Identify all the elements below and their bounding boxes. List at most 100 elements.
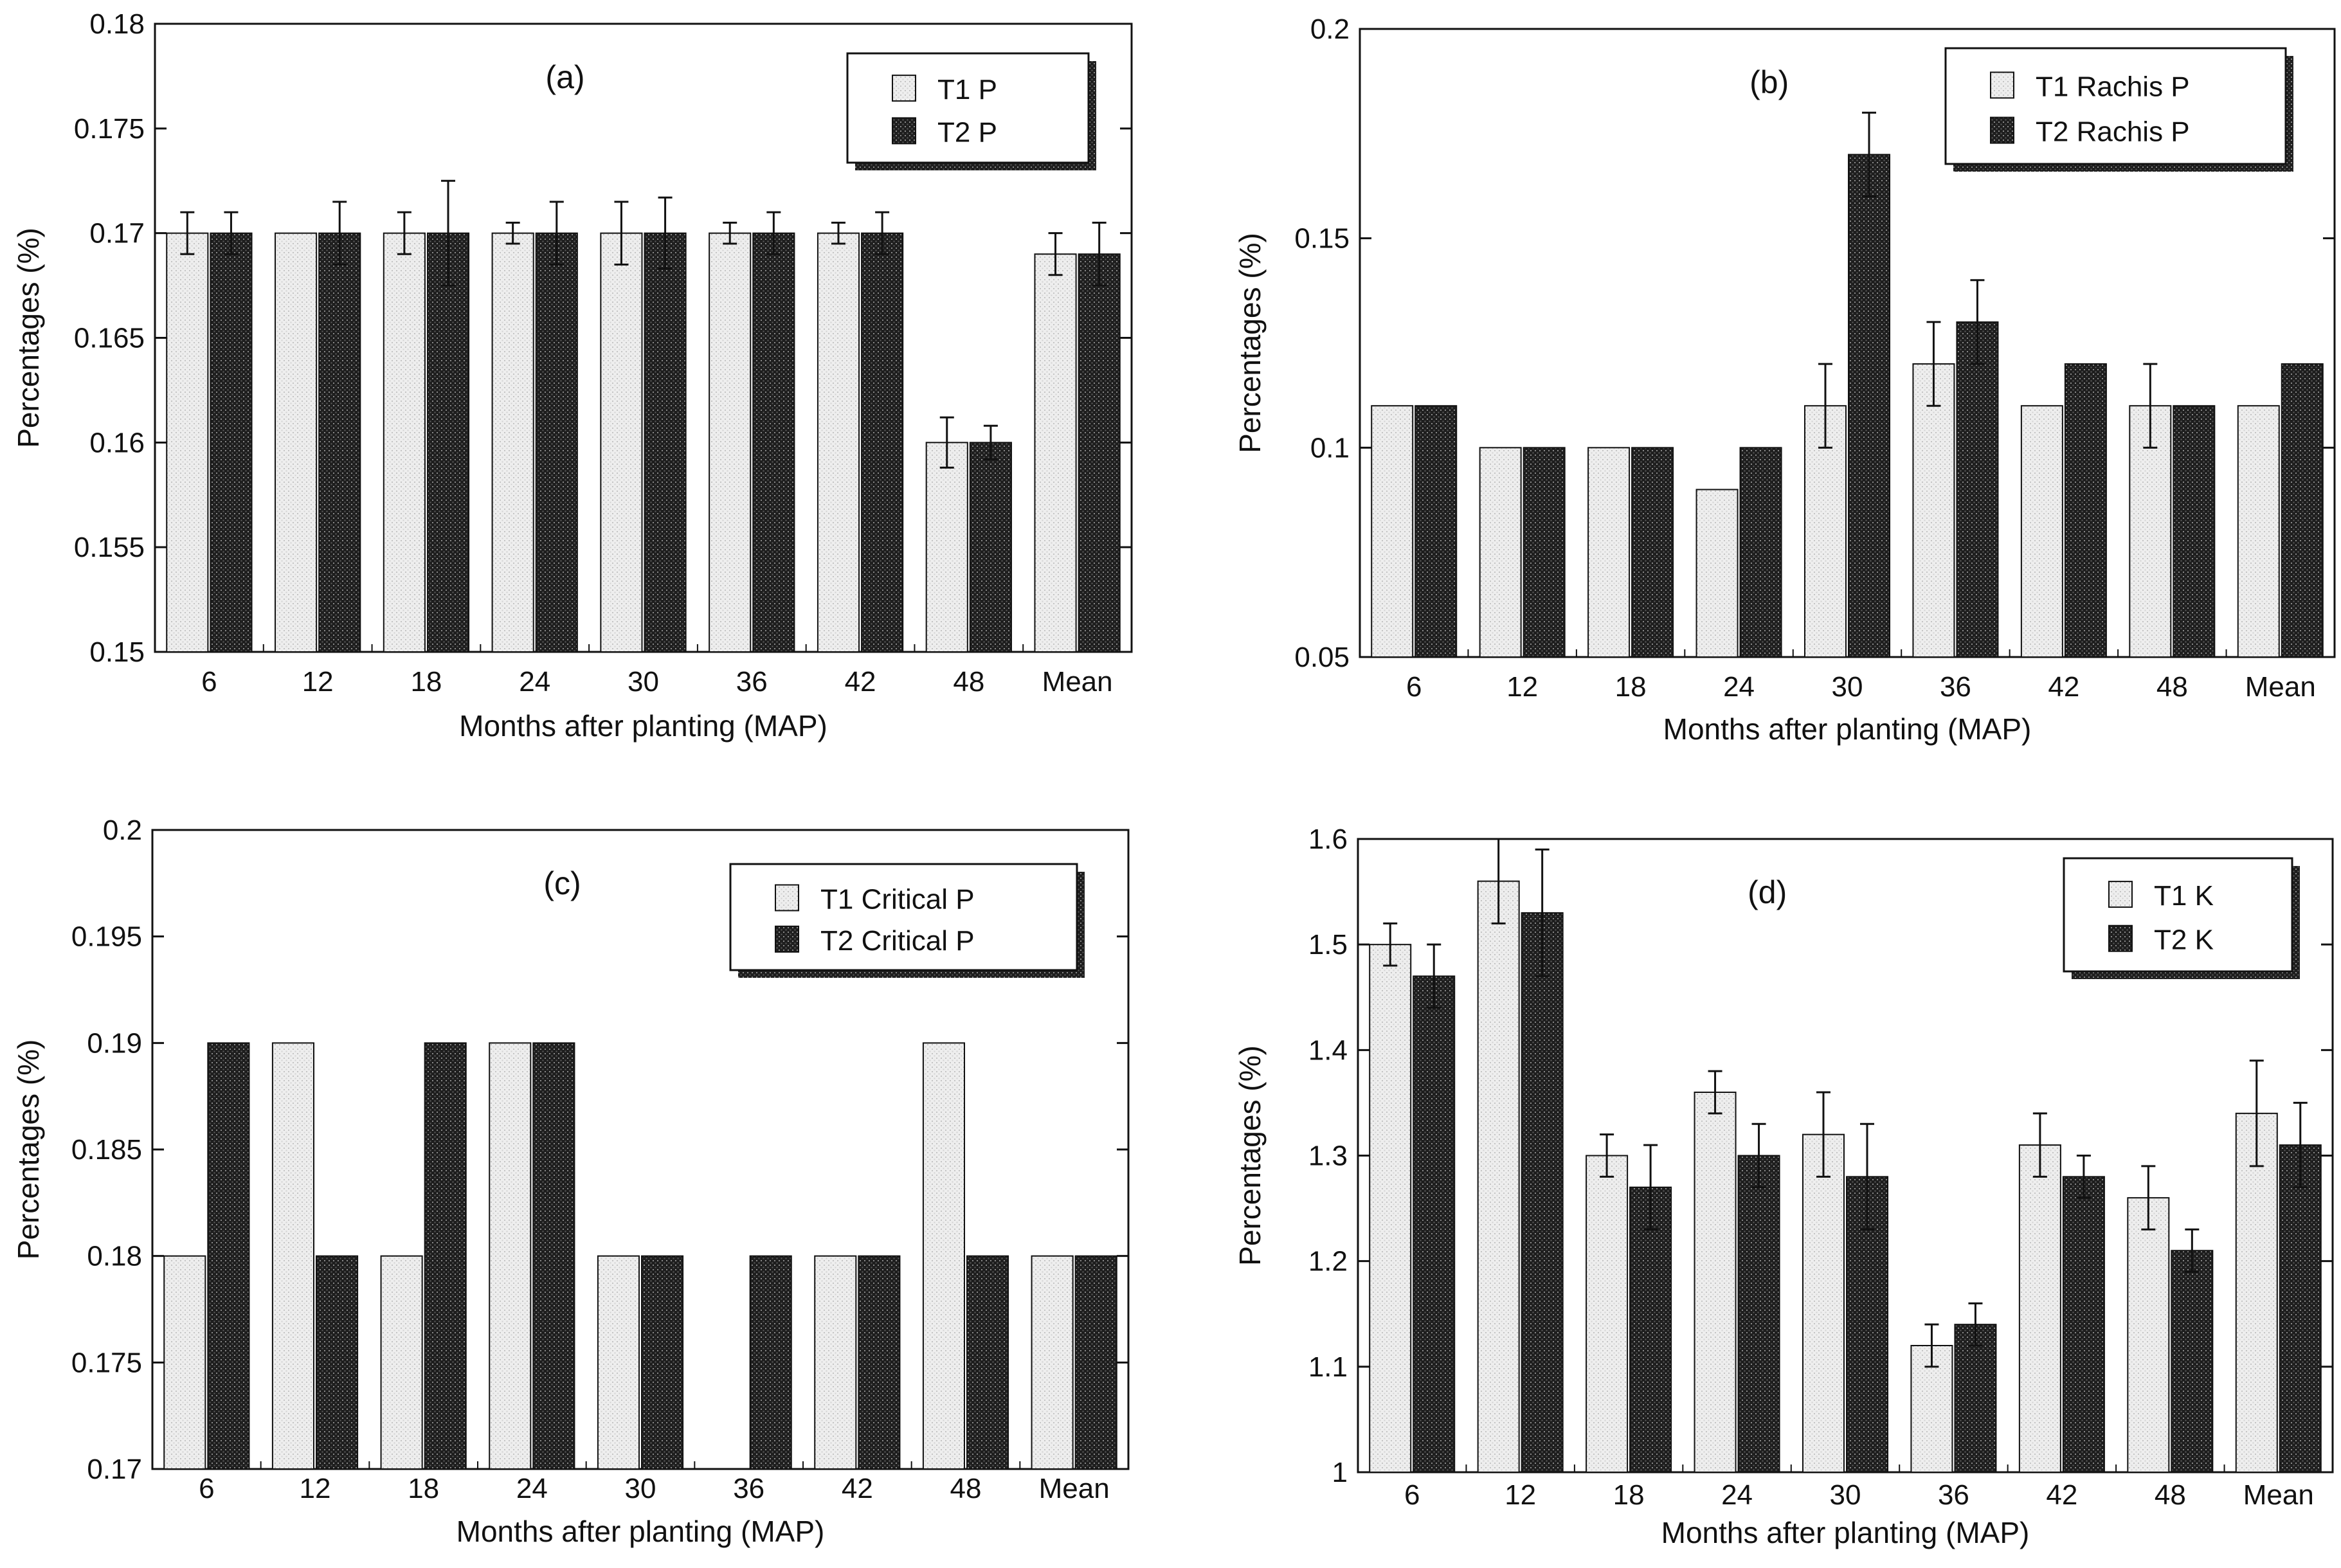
bar-t2-mean bbox=[2281, 363, 2324, 658]
bar-t2-18 bbox=[1629, 1186, 1672, 1473]
legend-swatch-t2 bbox=[892, 117, 916, 145]
x-axis-title: Months after planting (MAP) bbox=[459, 709, 827, 743]
bar-t2-48 bbox=[969, 442, 1012, 653]
bar-t2-12 bbox=[316, 1255, 359, 1470]
x-tick-label: 36 bbox=[733, 1473, 764, 1504]
bar-t1-42 bbox=[2018, 1144, 2061, 1473]
bar-t2-48 bbox=[2173, 405, 2216, 658]
x-tick-label: 18 bbox=[408, 1473, 439, 1504]
error-bar-t2-30 bbox=[1862, 111, 1877, 198]
panel-label: (c) bbox=[543, 865, 581, 901]
y-tick-label: 1.3 bbox=[1308, 1140, 1348, 1172]
bar-t1-mean bbox=[1031, 1255, 1074, 1470]
x-tick-label: 48 bbox=[2156, 671, 2188, 703]
bar-t2-mean bbox=[1074, 1255, 1117, 1470]
bar-t1-30 bbox=[1802, 1133, 1845, 1473]
error-bar-t2-mean bbox=[2293, 1101, 2308, 1189]
bar-t1-42 bbox=[814, 1255, 857, 1470]
error-bar-t1-18 bbox=[1600, 1133, 1614, 1178]
bar-t1-6 bbox=[163, 1255, 206, 1470]
error-bar-t2-18 bbox=[1643, 1144, 1658, 1230]
legend-label-t2: T2 K bbox=[2154, 924, 2214, 956]
bar-t2-42 bbox=[861, 232, 904, 653]
y-tick-label: 0.2 bbox=[103, 815, 142, 846]
y-axis-title: Percentages (%) bbox=[12, 1040, 45, 1260]
y-tick-label: 0.17 bbox=[89, 218, 145, 249]
y-tick-label: 1.5 bbox=[1308, 929, 1348, 960]
bar-t2-36 bbox=[1956, 321, 1999, 658]
bar-t1-6 bbox=[1371, 405, 1414, 658]
x-tick-label: 18 bbox=[410, 666, 442, 698]
x-tick-label: 36 bbox=[1940, 671, 1971, 703]
bar-t2-18 bbox=[424, 1042, 467, 1470]
error-bar-t1-42 bbox=[831, 221, 845, 245]
bar-t1-mean bbox=[2237, 405, 2280, 658]
x-tick-label: 12 bbox=[1505, 1479, 1536, 1511]
error-bar-t2-mean bbox=[1092, 221, 1107, 287]
x-tick-label: 42 bbox=[2046, 1479, 2077, 1511]
y-tick-label: 0.16 bbox=[89, 427, 145, 458]
x-tick-label: 48 bbox=[2155, 1479, 2186, 1511]
error-bar-t2-24 bbox=[549, 201, 564, 266]
x-tick-label: 42 bbox=[842, 1473, 873, 1504]
bar-t1-48 bbox=[2127, 1197, 2170, 1473]
y-tick-label: 1.2 bbox=[1308, 1246, 1348, 1277]
panel-label: (d) bbox=[1748, 874, 1787, 910]
legend-label-t1: T1 Rachis P bbox=[2036, 71, 2190, 102]
bar-t2-48 bbox=[966, 1255, 1009, 1470]
y-tick-label: 0.18 bbox=[87, 1241, 142, 1272]
error-bar-t1-42 bbox=[2032, 1112, 2047, 1178]
bar-t1-42 bbox=[817, 232, 860, 653]
y-tick-label: 0.155 bbox=[74, 532, 145, 563]
error-bar-t1-mean bbox=[1048, 232, 1063, 276]
legend-label-t1: T1 P bbox=[937, 74, 997, 105]
error-bar-t1-6 bbox=[180, 211, 195, 255]
bar-t2-36 bbox=[749, 1255, 792, 1470]
y-tick-label: 1 bbox=[1332, 1457, 1348, 1488]
error-bar-t1-30 bbox=[614, 201, 629, 266]
x-tick-label: 12 bbox=[1506, 671, 1538, 703]
bar-t2-24 bbox=[1739, 447, 1782, 658]
x-tick-label: 6 bbox=[199, 1473, 214, 1504]
bar-t2-6 bbox=[207, 1042, 250, 1470]
x-tick-label: 6 bbox=[201, 666, 217, 698]
x-tick-label: 12 bbox=[302, 666, 334, 698]
x-tick-label: Mean bbox=[1042, 666, 1113, 698]
panel-label: (b) bbox=[1749, 64, 1789, 100]
bar-t1-12 bbox=[271, 1042, 315, 1470]
x-tick-label: 6 bbox=[1406, 671, 1422, 703]
error-bar-t1-mean bbox=[2249, 1059, 2264, 1167]
bar-t1-12 bbox=[1477, 880, 1520, 1473]
y-axis-title: Percentages (%) bbox=[12, 228, 45, 448]
bar-t2-42 bbox=[858, 1255, 901, 1470]
x-tick-label: Mean bbox=[1039, 1473, 1110, 1504]
legend-box bbox=[846, 52, 1090, 164]
legend-swatch-t1 bbox=[775, 884, 799, 912]
bar-t1-24 bbox=[491, 232, 534, 653]
bar-t2-42 bbox=[2062, 1176, 2105, 1473]
x-tick-label: Mean bbox=[2245, 671, 2316, 703]
legend-label-t1: T1 Critical P bbox=[820, 883, 975, 915]
error-bar-t2-18 bbox=[441, 179, 456, 287]
bar-t1-24 bbox=[489, 1042, 532, 1470]
x-tick-label: 42 bbox=[845, 666, 876, 698]
x-tick-label: 42 bbox=[2048, 671, 2079, 703]
bar-t2-30 bbox=[1846, 1176, 1889, 1473]
bar-t1-30 bbox=[600, 232, 643, 653]
bar-t2-30 bbox=[1848, 154, 1891, 658]
legend-swatch-t1 bbox=[2108, 881, 2133, 908]
y-tick-label: 1.6 bbox=[1308, 824, 1348, 855]
bar-t2-48 bbox=[2171, 1250, 2214, 1473]
bar-t2-24 bbox=[1737, 1155, 1780, 1473]
legend: T1 Critical P T2 Critical P bbox=[729, 863, 1085, 978]
bar-t1-mean bbox=[2235, 1112, 2278, 1473]
bar-t2-6 bbox=[1413, 975, 1456, 1473]
bar-t2-12 bbox=[1523, 447, 1566, 658]
x-tick-label: 12 bbox=[300, 1473, 331, 1504]
legend-box bbox=[2063, 857, 2293, 973]
y-axis-title: Percentages (%) bbox=[1233, 233, 1267, 453]
y-tick-label: 0.165 bbox=[74, 323, 145, 354]
y-tick-label: 0.2 bbox=[1310, 14, 1350, 45]
